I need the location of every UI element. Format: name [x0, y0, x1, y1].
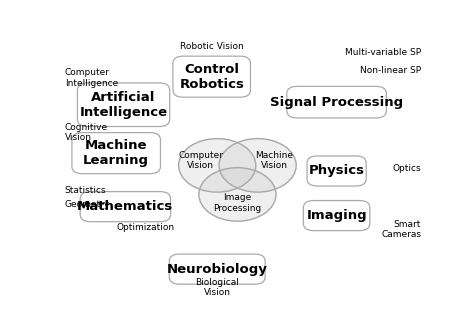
FancyBboxPatch shape [303, 201, 370, 231]
Text: Neurobiology: Neurobiology [167, 262, 268, 276]
Text: Computer
Intelligence: Computer Intelligence [65, 68, 118, 88]
Text: Physics: Physics [309, 165, 365, 177]
Text: Artificial
Intelligence: Artificial Intelligence [80, 91, 168, 119]
FancyBboxPatch shape [77, 83, 170, 126]
Text: Biological
Vision: Biological Vision [195, 278, 239, 297]
FancyBboxPatch shape [72, 133, 161, 174]
FancyBboxPatch shape [287, 86, 386, 118]
Text: Robotic Vision: Robotic Vision [180, 42, 244, 51]
Text: Machine
Learning: Machine Learning [83, 139, 149, 167]
FancyBboxPatch shape [307, 156, 366, 186]
Text: Optics: Optics [392, 164, 421, 173]
Text: Statistics: Statistics [65, 186, 106, 195]
Text: Smart
Cameras: Smart Cameras [381, 220, 421, 239]
Text: Machine
Vision: Machine Vision [255, 151, 293, 170]
Text: Non-linear SP: Non-linear SP [360, 66, 421, 75]
Text: Imaging: Imaging [306, 209, 367, 222]
Text: Geometry: Geometry [65, 200, 110, 209]
FancyBboxPatch shape [169, 254, 265, 284]
Text: Computer
Vision: Computer Vision [178, 151, 223, 170]
FancyBboxPatch shape [80, 192, 171, 222]
Circle shape [199, 168, 276, 221]
Circle shape [219, 139, 296, 192]
Text: Control
Robotics: Control Robotics [179, 63, 244, 91]
Text: Optimization: Optimization [116, 222, 174, 232]
Text: Multi-variable SP: Multi-variable SP [345, 48, 421, 57]
Text: Signal Processing: Signal Processing [270, 96, 403, 109]
Text: Cognitive
Vision: Cognitive Vision [65, 123, 108, 142]
Text: Image
Processing: Image Processing [213, 193, 262, 213]
FancyBboxPatch shape [173, 56, 250, 97]
Text: Mathematics: Mathematics [77, 200, 173, 213]
Circle shape [179, 139, 256, 192]
